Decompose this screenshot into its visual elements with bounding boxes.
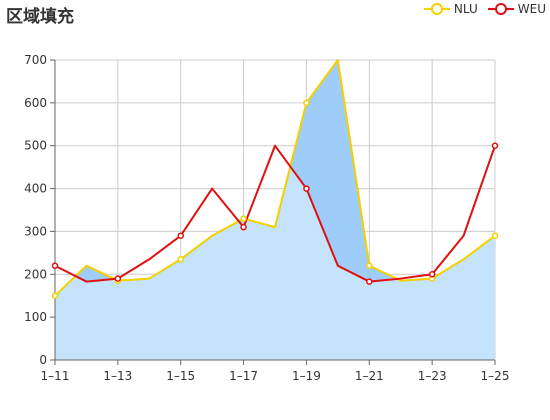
point-nlu-6	[240, 215, 247, 222]
series-line-weu	[54, 144, 496, 283]
point-weu-12	[428, 271, 436, 278]
legend-label-nlu: NLU	[453, 2, 478, 16]
y-tick-label-100: 100	[24, 310, 47, 324]
x-tick-label-12: 1–23	[418, 369, 447, 383]
y-tick-label-200: 200	[24, 267, 47, 281]
point-weu-0	[51, 262, 59, 269]
legend: NLU WEU	[423, 2, 546, 16]
point-nlu-8	[303, 99, 310, 107]
legend-marker-weu	[487, 3, 514, 15]
chart-title: 区域填充	[6, 7, 74, 27]
y-tick-label-500: 500	[24, 139, 47, 153]
area-nlu	[55, 60, 495, 360]
x-tick-label-10: 1–21	[355, 369, 384, 383]
x-tick-label-14: 1–25	[481, 369, 510, 383]
point-nlu-10	[366, 262, 373, 269]
y-tick-label-0: 0	[39, 353, 47, 367]
point-nlu-0	[51, 292, 59, 299]
point-weu-14	[491, 142, 499, 149]
y-tick-label-300: 300	[24, 224, 47, 238]
point-nlu-14	[491, 232, 499, 239]
x-tick-label-4: 1–15	[166, 369, 195, 383]
point-weu-4	[177, 232, 184, 239]
legend-item-nlu[interactable]: NLU	[423, 2, 478, 16]
y-tick-label-400: 400	[24, 182, 47, 196]
legend-item-weu[interactable]: WEU	[487, 2, 546, 16]
series-line-nlu	[54, 59, 496, 297]
x-tick-label-0: 1–11	[41, 369, 70, 383]
x-tick-label-8: 1–19	[292, 369, 321, 383]
point-weu-10	[366, 278, 373, 285]
legend-marker-nlu	[423, 3, 450, 15]
y-tick-label-700: 700	[24, 53, 47, 67]
x-tick-label-6: 1–17	[229, 369, 258, 383]
legend-label-weu: WEU	[517, 2, 546, 16]
point-weu-8	[303, 185, 310, 192]
y-tick-label-600: 600	[24, 96, 47, 110]
point-weu-6	[240, 223, 247, 231]
x-tick-label-2: 1–13	[103, 369, 132, 383]
point-nlu-4	[177, 256, 184, 263]
point-weu-2	[114, 275, 122, 282]
